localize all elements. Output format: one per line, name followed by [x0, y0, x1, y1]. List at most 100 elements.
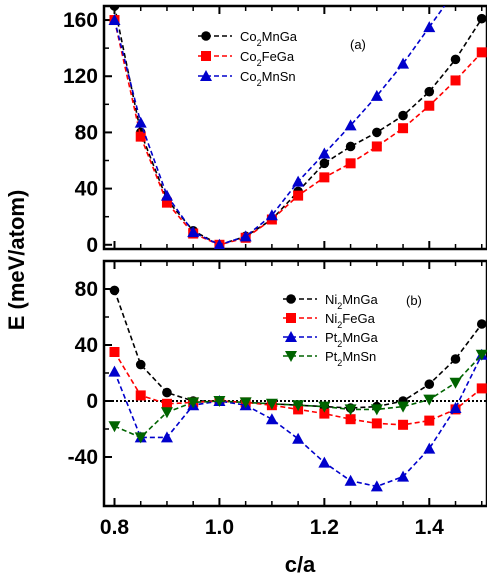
series-group [108, 6, 487, 249]
data-point [345, 141, 356, 152]
data-point [213, 396, 226, 407]
data-point [213, 238, 225, 249]
data-point [292, 175, 305, 187]
data-point [372, 127, 382, 138]
legend-entry: Co2MnSn [240, 69, 296, 88]
x-tick-label: 1.2 [310, 516, 339, 539]
data-point [449, 402, 462, 413]
series-line-ext [428, 6, 446, 28]
data-point [265, 413, 278, 425]
data-point [370, 480, 383, 492]
y-tick-label: 40 [75, 334, 98, 357]
data-point [160, 189, 173, 201]
y-tick-label: 80 [75, 121, 98, 144]
data-point [109, 285, 120, 296]
data-point [162, 387, 172, 398]
series-line [113, 6, 483, 246]
data-point [108, 365, 121, 377]
x-tick-label: 1.0 [205, 516, 234, 539]
data-point [397, 401, 410, 413]
data-point [398, 419, 409, 430]
legend-marker [200, 70, 212, 81]
data-point [371, 141, 382, 152]
legend-entry: Co2MnGa [240, 29, 298, 48]
plot-frame [102, 4, 487, 251]
data-point [239, 397, 252, 409]
data-point [134, 116, 147, 128]
data-point [423, 394, 436, 406]
data-point [397, 57, 410, 69]
legend-marker [285, 331, 297, 342]
y-tick-label: 0 [86, 234, 98, 257]
data-point [108, 14, 121, 26]
plot-frame [102, 259, 487, 508]
panel-b: -40 0 40 80 0.8 1.0 1.2 1.4 Ni2MnGaNi2FeGaPt2MnG… [68, 259, 487, 539]
data-point [424, 100, 435, 111]
data-point [476, 383, 487, 394]
series-line [113, 354, 483, 488]
x-tick-label: 1.4 [415, 516, 445, 539]
data-point [187, 226, 200, 238]
data-point [239, 230, 252, 242]
legend-marker [201, 31, 211, 41]
data-point [345, 158, 356, 169]
y-tick-label: 120 [63, 65, 98, 88]
data-point [345, 414, 356, 425]
data-point [160, 431, 173, 443]
data-point [318, 147, 331, 159]
data-point [161, 197, 172, 208]
data-point [293, 190, 304, 201]
data-point [135, 390, 146, 401]
data-point [160, 407, 173, 419]
legend-entry: Ni2MnGa [325, 292, 378, 311]
data-point [370, 89, 383, 101]
panel-label: (a) [350, 37, 366, 52]
data-point [344, 474, 357, 486]
x-axis-title: c/a [285, 552, 316, 577]
data-point [476, 319, 487, 329]
legend-entry: Pt2MnSn [325, 349, 376, 368]
data-point [476, 13, 487, 24]
panel-label: (b) [406, 293, 422, 308]
data-point [450, 354, 461, 364]
legend-marker [201, 51, 211, 61]
legend-marker [286, 313, 296, 323]
y-tick-label: -40 [68, 446, 98, 469]
legend-marker [286, 294, 296, 304]
data-point [370, 404, 383, 416]
legend-entry: Ni2FeGa [325, 311, 376, 330]
data-point [319, 408, 330, 419]
y-tick-label: 40 [75, 178, 98, 201]
data-point [423, 21, 436, 33]
data-point [398, 110, 408, 121]
y-axis-title: E (meV/atom) [4, 190, 29, 331]
data-point [450, 54, 461, 65]
series-line [114, 354, 483, 439]
y-tick-label: 80 [75, 278, 98, 301]
data-point [398, 123, 409, 134]
legend-marker [285, 351, 297, 362]
data-point [450, 75, 461, 86]
series-line [113, 19, 483, 246]
data-point [319, 158, 330, 169]
data-point [423, 442, 436, 454]
legend-entry: Co2FeGa [240, 49, 295, 68]
data-point [135, 131, 146, 142]
data-point [318, 401, 331, 413]
data-point [475, 349, 487, 361]
data-point [344, 404, 357, 416]
legend-entry: Pt2MnGa [325, 330, 378, 349]
data-point [134, 432, 147, 444]
data-point [424, 86, 435, 97]
data-point [424, 379, 435, 390]
y-tick-label: 0 [86, 390, 98, 413]
data-point [265, 398, 278, 410]
data-point [319, 172, 330, 183]
data-point [344, 119, 357, 131]
y-tick-label: 160 [63, 9, 98, 32]
data-point [109, 347, 120, 357]
data-point [161, 398, 172, 409]
